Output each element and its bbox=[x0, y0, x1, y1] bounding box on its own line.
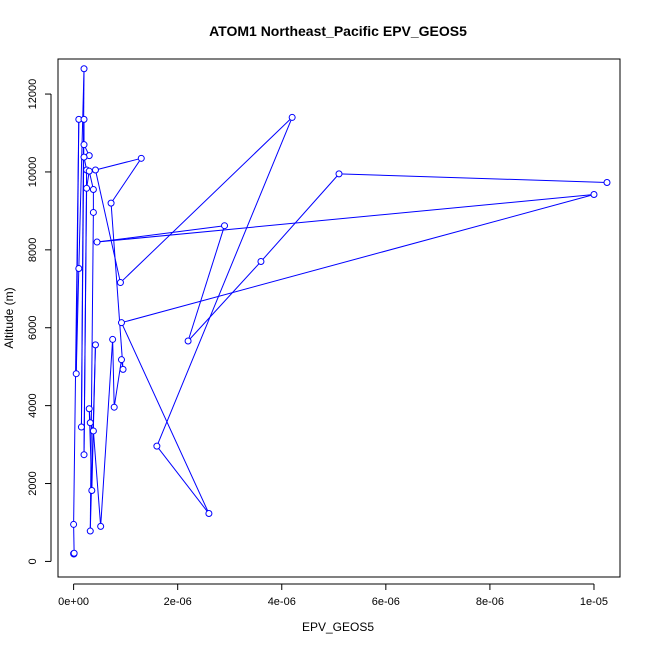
series-segment bbox=[75, 119, 80, 374]
series-segment bbox=[89, 212, 94, 532]
x-tick-label: 2e-06 bbox=[164, 596, 192, 608]
data-point bbox=[86, 419, 94, 427]
data-point bbox=[89, 185, 97, 193]
x-tick-label: 1e-05 bbox=[580, 596, 608, 608]
series-segment bbox=[121, 322, 210, 514]
data-point bbox=[603, 178, 611, 186]
data-point bbox=[110, 403, 118, 411]
data-point bbox=[80, 153, 88, 161]
data-point bbox=[70, 520, 78, 528]
series-points bbox=[70, 65, 611, 558]
data-point bbox=[89, 208, 97, 216]
data-point bbox=[83, 184, 91, 192]
y-tick-label: 8000 bbox=[27, 238, 39, 262]
data-point bbox=[109, 335, 117, 343]
series-segment bbox=[83, 188, 88, 455]
data-point bbox=[288, 113, 296, 121]
x-tick-label: 8e-06 bbox=[476, 596, 504, 608]
data-point bbox=[85, 405, 93, 413]
data-point bbox=[184, 337, 192, 345]
y-tick-label: 12000 bbox=[27, 79, 39, 110]
data-point bbox=[257, 258, 265, 266]
data-point bbox=[77, 423, 85, 431]
series-segment bbox=[187, 261, 262, 342]
data-point bbox=[335, 170, 343, 178]
y-tick-label: 0 bbox=[27, 558, 39, 564]
data-point bbox=[72, 370, 80, 378]
series-segment bbox=[78, 68, 85, 269]
series-segment bbox=[110, 203, 124, 370]
y-tick-label: 10000 bbox=[27, 157, 39, 188]
y-axis: 0 2000 4000 6000 8000 10000 12000 bbox=[27, 79, 52, 564]
series-segment bbox=[112, 339, 115, 408]
data-point bbox=[119, 365, 127, 373]
data-point bbox=[80, 141, 88, 149]
series-segment bbox=[91, 344, 96, 491]
data-point bbox=[107, 199, 115, 207]
data-point bbox=[89, 427, 97, 435]
data-point bbox=[137, 154, 145, 162]
data-point bbox=[117, 319, 125, 327]
series-segment bbox=[338, 173, 608, 183]
series-segment bbox=[95, 157, 142, 171]
y-tick-label: 2000 bbox=[27, 471, 39, 495]
data-point bbox=[80, 451, 88, 459]
data-point bbox=[80, 115, 88, 123]
y-tick-label: 6000 bbox=[27, 315, 39, 339]
series-segment bbox=[96, 194, 595, 243]
series-segment bbox=[120, 117, 293, 283]
x-tick-label: 0e+00 bbox=[58, 596, 89, 608]
series-line bbox=[73, 68, 608, 555]
series-segment bbox=[100, 339, 114, 527]
x-tick-label: 6e-06 bbox=[372, 596, 400, 608]
series-segment bbox=[75, 268, 80, 374]
data-point bbox=[153, 442, 161, 450]
series-segment bbox=[187, 225, 225, 342]
plot-frame bbox=[57, 58, 621, 578]
series-segment bbox=[94, 169, 121, 283]
series-segment bbox=[96, 225, 225, 243]
data-point bbox=[85, 167, 93, 175]
data-point bbox=[86, 527, 94, 535]
x-tick-label: 4e-06 bbox=[268, 596, 296, 608]
data-point bbox=[590, 191, 598, 199]
data-point bbox=[75, 265, 83, 273]
data-point bbox=[97, 522, 105, 530]
series-segment bbox=[73, 524, 75, 554]
data-point bbox=[117, 356, 125, 364]
data-point bbox=[80, 65, 88, 73]
series-segment bbox=[92, 430, 102, 527]
data-point bbox=[116, 279, 124, 287]
series-segment bbox=[156, 445, 210, 514]
series-segment bbox=[156, 117, 293, 447]
data-point bbox=[70, 549, 78, 557]
data-point bbox=[93, 238, 101, 246]
data-point bbox=[91, 341, 99, 349]
series-segment bbox=[260, 173, 340, 262]
data-point bbox=[88, 487, 96, 495]
series-segment bbox=[110, 158, 142, 204]
x-axis: 0e+00 2e-06 4e-06 6e-06 8e-06 1e-05 bbox=[58, 583, 608, 608]
y-tick-label: 4000 bbox=[27, 393, 39, 417]
x-axis-label: EPV_GEOS5 bbox=[302, 620, 374, 634]
data-point bbox=[221, 222, 229, 230]
y-axis-label: Altitude (m) bbox=[2, 287, 16, 348]
data-point bbox=[205, 510, 213, 518]
chart-title: ATOM1 Northeast_Pacific EPV_GEOS5 bbox=[209, 23, 467, 39]
data-point bbox=[91, 166, 99, 174]
